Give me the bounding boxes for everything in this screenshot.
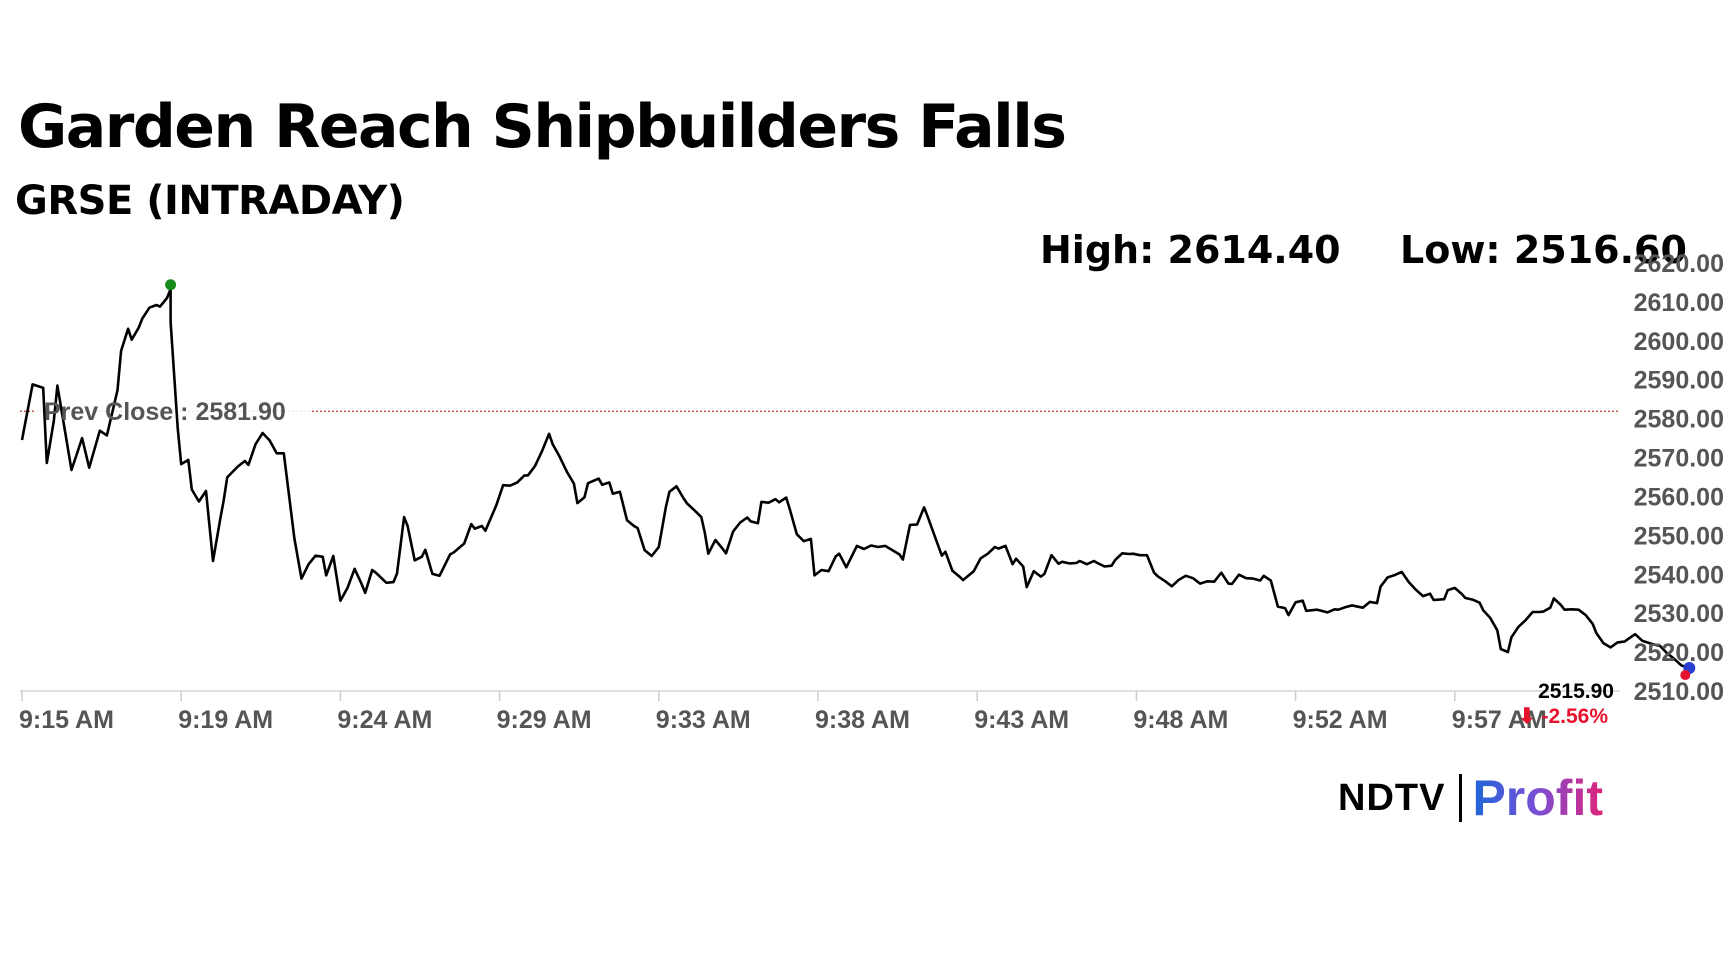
chart-markers: 2515.90⬇ -2.56%: [165, 279, 1696, 728]
y-tick-label: 2610.00: [1634, 289, 1724, 317]
y-tick-label: 2560.00: [1634, 483, 1724, 511]
x-tick-label: 9:15 AM: [19, 706, 114, 734]
y-axis: 2620.00 2610.00 2600.00 2590.00 2580.00 2570.…: [1634, 250, 1724, 706]
logo-profit-text: Profit: [1472, 770, 1603, 826]
x-tick-label: 9:57 AM: [1452, 706, 1547, 734]
ndtv-profit-logo: NDTV Profit: [1338, 770, 1603, 826]
chart-title: Garden Reach Shipbuilders Falls: [18, 92, 1067, 162]
x-tick-label: 9:19 AM: [178, 706, 273, 734]
y-tick-label: 2550.00: [1634, 522, 1724, 550]
x-tick-label: 9:43 AM: [974, 706, 1069, 734]
x-tick-label: 9:48 AM: [1133, 706, 1228, 734]
x-tick-label: 9:38 AM: [815, 706, 910, 734]
day-high-label: High: 2614.40: [1040, 228, 1341, 272]
y-tick-label: 2510.00: [1634, 678, 1724, 706]
last-price-label: 2515.90: [1538, 680, 1614, 703]
day-high-marker: [165, 279, 177, 291]
price-change-label: ⬇ -2.56%: [1518, 705, 1608, 728]
day-low-marker: [1680, 670, 1691, 681]
x-tick-label: 9:33 AM: [656, 706, 751, 734]
x-tick-label: 9:24 AM: [337, 706, 432, 734]
chart-subtitle: GRSE (INTRADAY): [15, 178, 405, 224]
x-tick-label: 9:52 AM: [1293, 706, 1388, 734]
x-axis: 9:15 AM 9:19 AM 9:24 AM 9:29 AM 9:33 AM 9:38 …: [19, 690, 1620, 734]
y-tick-label: 2520.00: [1634, 639, 1724, 667]
day-low-label: Low: 2516.60: [1400, 228, 1687, 272]
y-tick-label: 2590.00: [1634, 367, 1724, 395]
y-tick-label: 2570.00: [1634, 445, 1724, 473]
prev-close-label-background: [36, 395, 312, 428]
price-series-line: [20, 287, 1689, 670]
prev-close-label: Prev Close : 2581.90: [44, 398, 286, 426]
y-tick-label: 2620.00: [1634, 250, 1724, 278]
logo-ndtv-text: NDTV: [1338, 776, 1446, 819]
y-tick-label: 2600.00: [1634, 328, 1724, 356]
logo-divider: [1459, 774, 1463, 822]
y-tick-label: 2540.00: [1634, 561, 1724, 589]
y-tick-label: 2580.00: [1634, 406, 1724, 434]
y-tick-label: 2530.00: [1634, 600, 1724, 628]
x-tick-label: 9:29 AM: [497, 706, 592, 734]
